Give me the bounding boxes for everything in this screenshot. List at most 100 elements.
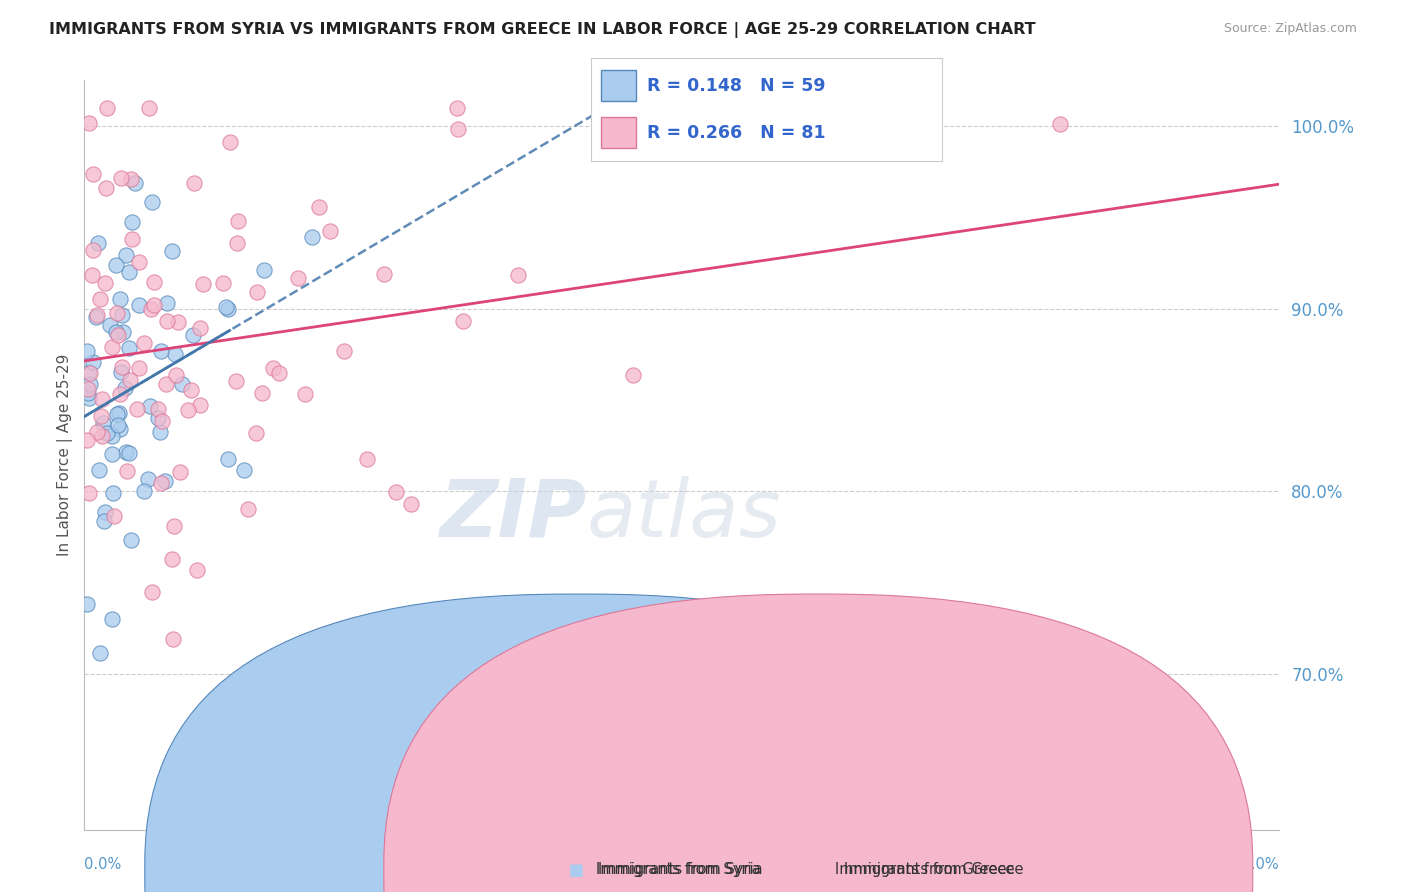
Point [332,344,354,359]
Point [101,447,124,461]
Point [94,277,117,291]
Point [177,403,200,417]
Point [108,387,131,401]
Point [105,258,128,272]
Point [117,341,139,355]
Point [87,463,110,477]
Text: ZIP: ZIP [439,475,586,554]
Point [155,377,177,392]
Point [128,361,150,376]
Point [128,255,150,269]
Point [86,308,108,322]
Point [148,410,170,425]
Point [117,464,139,478]
Point [105,407,128,421]
Point [77,391,100,405]
Point [76,343,98,358]
Point [127,402,149,417]
Point [245,425,267,440]
Point [163,518,186,533]
Point [82,243,104,257]
Point [287,271,309,285]
Point [96,425,118,440]
Point [82,167,104,181]
Point [217,451,239,466]
Point [308,200,330,214]
Point [148,401,170,416]
Point [100,428,122,442]
Point [120,373,142,387]
Point [447,121,470,136]
Point [139,399,162,413]
Point [160,552,183,566]
Point [107,418,129,433]
Point [77,385,100,400]
Point [77,382,100,396]
Point [183,176,205,190]
Point [100,340,122,354]
Point [120,171,142,186]
Text: Immigrants from Syria: Immigrants from Syria [598,863,762,877]
Point [246,285,269,299]
Point [84,310,107,324]
Text: Source: ZipAtlas.com: Source: ZipAtlas.com [1223,22,1357,36]
Point [138,101,160,115]
Text: Immigrants from Syria: Immigrants from Syria [596,863,761,877]
Point [141,585,163,599]
Point [108,406,131,420]
Point [236,501,259,516]
Point [156,314,179,328]
Point [90,409,112,423]
Point [77,365,100,379]
Point [134,335,156,350]
Point [110,171,132,186]
Point [150,476,173,491]
Point [77,486,100,500]
Point [101,485,124,500]
Point [401,497,423,511]
Point [89,646,111,660]
Point [451,314,474,328]
Point [90,429,112,443]
Point [446,101,468,115]
Point [100,318,122,333]
Point [1049,118,1071,132]
Point [101,612,124,626]
Point [86,425,108,440]
Point [150,414,173,428]
Point [117,265,139,279]
Point [91,416,114,430]
Text: atlas: atlas [586,475,782,554]
Point [94,181,117,195]
Point [506,268,529,283]
Point [165,368,187,382]
Point [301,229,323,244]
Point [141,302,163,317]
Point [373,267,395,281]
Point [89,292,111,306]
Point [96,101,118,115]
Point [118,446,141,460]
Point [186,564,208,578]
Text: ▪: ▪ [814,858,831,881]
Point [319,224,342,238]
Text: ▪: ▪ [568,858,585,881]
Point [110,360,132,375]
Point [105,306,128,320]
Point [385,484,408,499]
Point [121,215,143,229]
Bar [602,70,636,101]
Point [87,235,110,250]
Text: 0.0%: 0.0% [84,857,121,872]
Point [356,452,378,467]
Point [76,433,98,447]
Point [107,327,129,342]
Point [128,298,150,312]
Point [79,377,101,392]
Point [180,383,202,397]
Point [226,214,249,228]
Y-axis label: In Labor Force | Age 25-29: In Labor Force | Age 25-29 [58,354,73,556]
Point [160,244,183,259]
Point [121,231,143,245]
Point [138,472,160,486]
